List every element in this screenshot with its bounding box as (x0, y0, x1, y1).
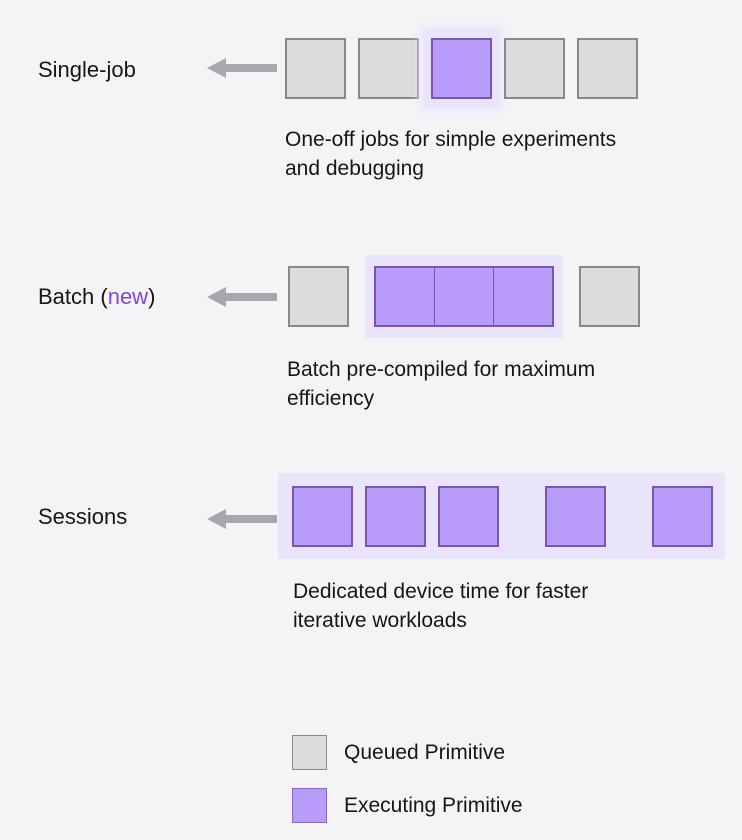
queued-primitive-square (577, 38, 638, 99)
arrow-head (207, 509, 226, 529)
description-line: One-off jobs for simple experiments (285, 128, 617, 151)
row-description: Batch pre-compiled for maximum efficienc… (287, 355, 595, 413)
executing-primitive-square (292, 485, 353, 547)
legend-label: Queued Primitive (344, 740, 506, 764)
queued-primitive-square (358, 38, 419, 99)
description-line: Batch pre-compiled for maximum (287, 358, 596, 381)
queued-primitive-square (285, 38, 346, 99)
executing-primitive-square (435, 268, 494, 325)
row-label-text: Single-job (38, 57, 136, 82)
arrow-shaft (226, 293, 277, 301)
row-label-batch: Batch (new) (38, 283, 155, 311)
legend-item-queued: Queued Primitive (292, 735, 523, 770)
row-label-text: ) (148, 284, 156, 309)
arrow-head (207, 58, 226, 78)
left-arrow-icon (207, 509, 277, 529)
row-description: One-off jobs for simple experiments and … (285, 125, 616, 183)
arrow-head (207, 287, 226, 307)
row-label-text: Sessions (38, 504, 128, 529)
description-line: Dedicated device time for faster (293, 580, 589, 603)
row-label-single-job: Single-job (38, 56, 136, 84)
row-label-text: Batch ( (38, 284, 108, 309)
row-description: Dedicated device time for faster iterati… (293, 577, 588, 635)
executing-primitive-square (494, 268, 552, 325)
executing-primitive-square (438, 485, 499, 547)
queued-primitive-square (504, 38, 565, 99)
executing-primitive-square (545, 485, 606, 547)
legend-label: Executing Primitive (344, 793, 523, 817)
description-line: and debugging (285, 157, 424, 180)
primitive-track (285, 30, 638, 107)
executing-primitive-square (376, 268, 435, 325)
arrow-shaft (226, 64, 277, 72)
primitive-track (288, 255, 640, 338)
executing-primitive-square (365, 485, 426, 547)
row-label-sessions: Sessions (38, 503, 127, 531)
executing-halo (424, 30, 499, 107)
queued-primitive-square (288, 266, 349, 327)
session-halo primitive-track (278, 473, 725, 559)
left-arrow-icon (207, 58, 277, 78)
executing-halo (365, 255, 563, 338)
legend-item-executing: Executing Primitive (292, 788, 523, 823)
executing-primitive-square (431, 38, 492, 99)
description-line: iterative workloads (293, 609, 467, 632)
executing-primitive-square (652, 485, 713, 547)
row-label-highlight: new (107, 284, 149, 309)
queued-primitive-square (579, 266, 640, 327)
description-line: efficiency (287, 387, 375, 410)
queued-primitive-swatch (292, 735, 327, 770)
arrow-shaft (226, 515, 277, 523)
legend: Queued Primitive Executing Primitive (292, 735, 523, 840)
executing-primitive-swatch (292, 788, 327, 823)
batch-primitive-group (374, 266, 554, 327)
left-arrow-icon (207, 287, 277, 307)
